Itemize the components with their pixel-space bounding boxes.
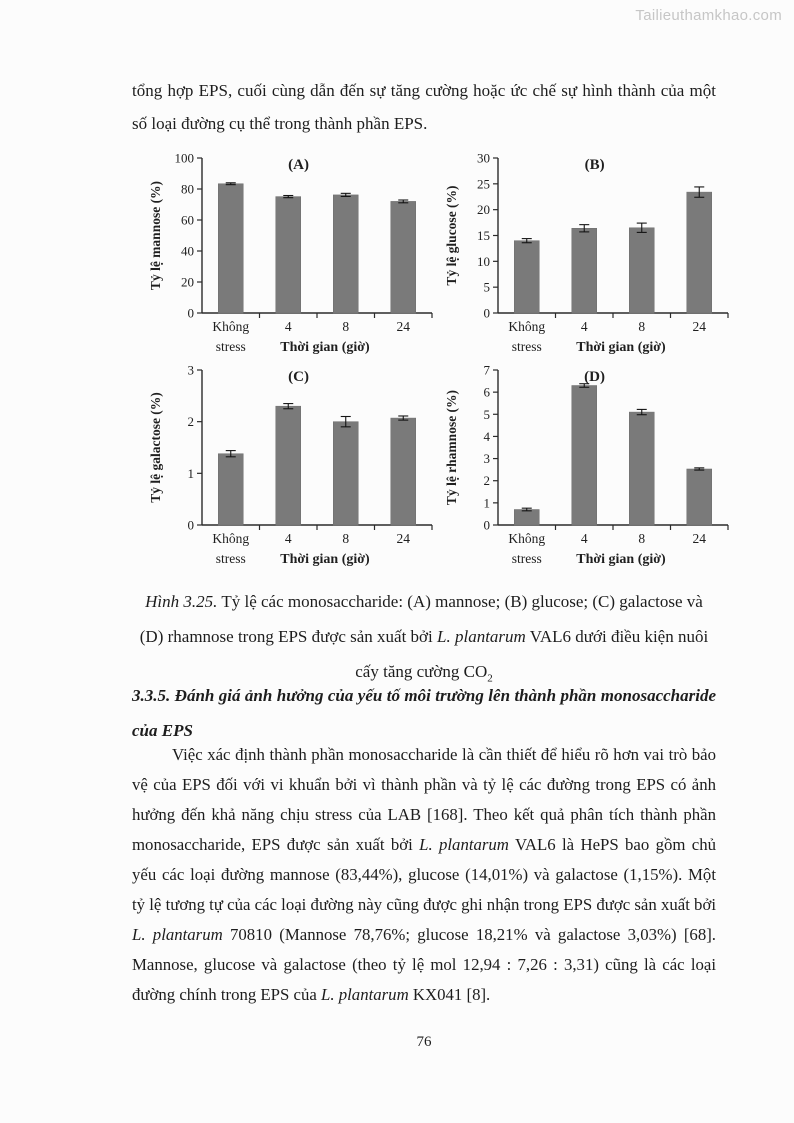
svg-text:60: 60	[181, 213, 194, 228]
svg-text:3: 3	[188, 363, 195, 378]
svg-text:4: 4	[484, 429, 491, 444]
svg-text:25: 25	[477, 176, 490, 191]
svg-text:0: 0	[484, 518, 491, 533]
bar-chart-d: 0 1 2 3 4 5 6 7 Tỷ lệ rhamnose (%) (D) Không stress…	[444, 363, 729, 567]
svg-text:0: 0	[188, 518, 195, 533]
page-number: 76	[416, 1034, 432, 1050]
svg-text:7: 7	[484, 363, 491, 378]
svg-text:40: 40	[181, 244, 194, 259]
figure-caption: Hình 3.25. Tỷ lệ các monosaccharide: (A)…	[139, 592, 709, 685]
chart-panel-rhamnose: 0 1 2 3 4 5 6 7 Tỷ lệ rhamnose (%) (D) Không stress…	[442, 360, 734, 572]
svg-text:Tỷ lệ glucose (%): Tỷ lệ glucose (%)	[444, 185, 459, 285]
svg-text:20: 20	[477, 202, 490, 217]
svg-text:8: 8	[342, 319, 349, 334]
svg-text:15: 15	[477, 228, 490, 243]
intro-paragraph: tổng hợp EPS, cuối cùng dẫn đến sự tăng …	[132, 81, 716, 133]
body-paragraph: Việc xác định thành phần monosaccharide …	[132, 745, 716, 1004]
svg-text:Tỷ lệ rhamnose (%): Tỷ lệ rhamnose (%)	[444, 390, 459, 505]
svg-text:30: 30	[477, 151, 490, 166]
svg-text:2: 2	[484, 473, 491, 488]
svg-text:4: 4	[285, 531, 292, 546]
chart-panel-glucose: 0 5 10 15 20 25 30 Tỷ lệ glucose (%) (B) Không str…	[442, 148, 734, 360]
bar-chart-b: 0 5 10 15 20 25 30 Tỷ lệ glucose (%) (B) Không str…	[444, 151, 729, 355]
svg-text:24: 24	[397, 319, 411, 334]
svg-text:(B): (B)	[585, 157, 605, 173]
figure-charts-grid: 0 20 40 60 80 100 Tỷ lệ mannose (%) (A) Không str…	[146, 148, 746, 572]
svg-text:1: 1	[484, 495, 491, 510]
svg-text:80: 80	[181, 182, 194, 197]
watermark-text: Tailieuthamkhao.com	[635, 7, 782, 24]
svg-text:Thời gian (giờ): Thời gian (giờ)	[280, 340, 370, 355]
svg-text:Tỷ lệ galactose (%): Tỷ lệ galactose (%)	[148, 392, 163, 503]
svg-text:5: 5	[484, 407, 491, 422]
bar-chart-a: 0 20 40 60 80 100 Tỷ lệ mannose (%) (A) Không str…	[148, 151, 433, 355]
svg-text:1: 1	[188, 466, 195, 481]
svg-text:8: 8	[638, 531, 645, 546]
svg-text:0: 0	[484, 306, 491, 321]
svg-text:4: 4	[581, 531, 588, 546]
svg-text:0: 0	[188, 306, 195, 321]
bar-chart-c: 0 1 2 3 Tỷ lệ galactose (%) (C) Không stress 4 8 2…	[148, 363, 433, 567]
svg-text:8: 8	[342, 531, 349, 546]
svg-text:Thời gian (giờ): Thời gian (giờ)	[280, 552, 370, 567]
svg-text:8: 8	[638, 319, 645, 334]
svg-text:Thời gian (giờ): Thời gian (giờ)	[576, 552, 666, 567]
svg-text:24: 24	[397, 531, 411, 546]
svg-text:4: 4	[285, 319, 292, 334]
svg-text:3: 3	[484, 451, 491, 466]
svg-text:10: 10	[477, 254, 490, 269]
svg-text:100: 100	[175, 151, 195, 166]
svg-text:5: 5	[484, 280, 491, 295]
svg-text:(C): (C)	[288, 369, 309, 385]
svg-text:2: 2	[188, 414, 195, 429]
svg-text:24: 24	[693, 531, 707, 546]
svg-text:(D): (D)	[584, 369, 605, 385]
svg-text:Thời gian (giờ): Thời gian (giờ)	[576, 340, 666, 355]
svg-text:24: 24	[693, 319, 707, 334]
svg-text:(A): (A)	[288, 157, 309, 173]
chart-panel-mannose: 0 20 40 60 80 100 Tỷ lệ mannose (%) (A) Không str…	[146, 148, 438, 360]
chart-panel-galactose: 0 1 2 3 Tỷ lệ galactose (%) (C) Không stress 4 8 2…	[146, 360, 438, 572]
section-heading: 3.3.5. Đánh giá ảnh hưởng của yếu tố môi…	[132, 686, 716, 740]
svg-text:4: 4	[581, 319, 588, 334]
svg-text:20: 20	[181, 275, 194, 290]
svg-text:Tỷ lệ mannose (%): Tỷ lệ mannose (%)	[148, 181, 163, 290]
svg-text:6: 6	[484, 385, 491, 400]
